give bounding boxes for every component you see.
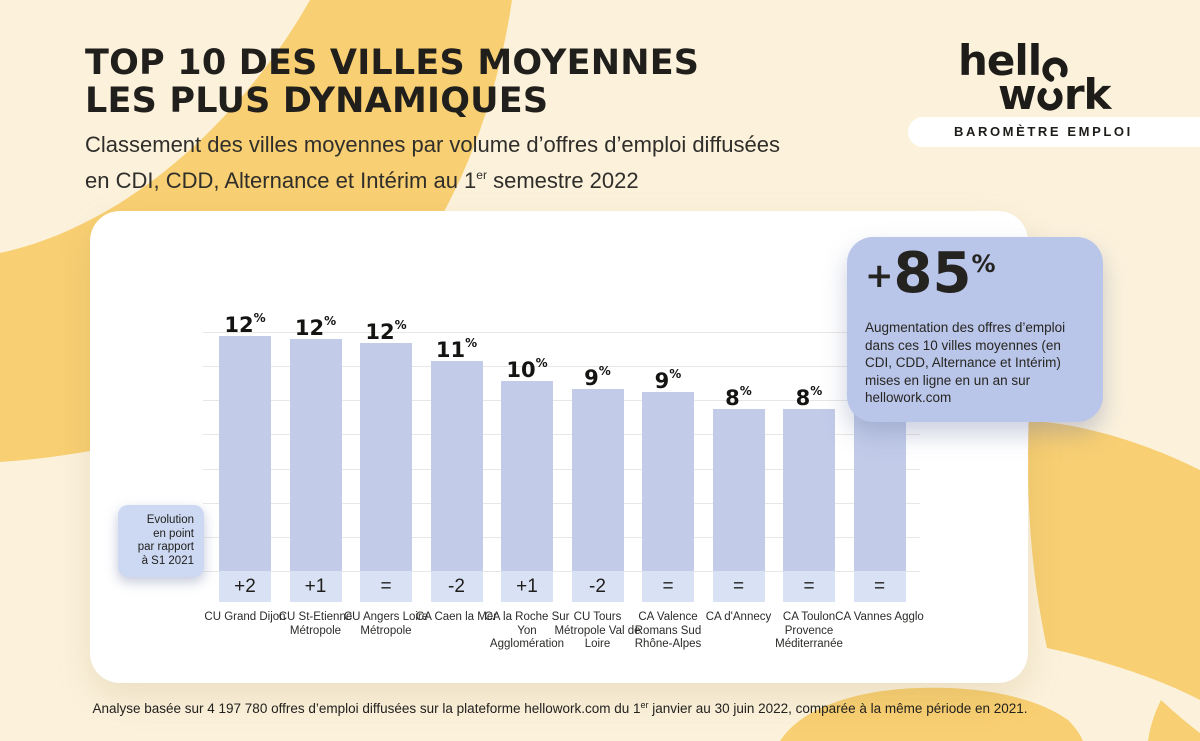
bar-evolution-badge: +1 <box>289 571 342 602</box>
callout-text: Augmentation des offres d’emploi dans ce… <box>865 320 1066 405</box>
title-line-2: LES PLUS DYNAMIQUES <box>85 81 549 121</box>
bar-city-label: CA d'Annecy <box>705 611 772 623</box>
bar <box>783 409 835 571</box>
bar <box>289 339 342 571</box>
bar-evolution-badge: = <box>853 571 906 602</box>
bar-city-label: CU Grand Dijon <box>204 611 286 623</box>
logo-line-2: w rk <box>998 70 1111 119</box>
bar <box>571 389 624 571</box>
bar-evolution-badge: +2 <box>219 571 271 602</box>
bar-evolution-badge: -2 <box>571 571 624 602</box>
gridline <box>203 571 920 572</box>
bar-city-label: CU Tours Métropole Val de Loire <box>554 611 641 650</box>
bar-evolution-badge: = <box>642 571 694 602</box>
bar-city-label: CA Vannes Agglo <box>835 611 924 623</box>
bar-value-label: 12% <box>365 318 407 344</box>
page-title: TOP 10 DES VILLES MOYENNES LES PLUS DYNA… <box>85 44 865 120</box>
page-subtitle: Classement des villes moyennes par volum… <box>85 129 865 196</box>
barometre-emploi-badge: BAROMÈTRE EMPLOI <box>908 117 1200 147</box>
bar <box>642 392 694 571</box>
bar-value-label: 9% <box>654 367 682 393</box>
yellow-band-bottom <box>780 687 1083 741</box>
chart-card: 12% +2 CU Grand Dijon 12% +1 CU St-Etienne Mé… <box>90 211 1103 683</box>
subtitle-line-2: en CDI, CDD, Alternance et Intérim au 1e… <box>85 168 639 193</box>
bar-evolution-badge: = <box>783 571 835 602</box>
bar-city-label: CU Angers Loire Métropole <box>343 611 429 637</box>
bar <box>219 336 271 571</box>
bar-evolution-badge: +1 <box>501 571 553 602</box>
hellowork-logo: hell w rk <box>958 40 1111 119</box>
bar-city-label: CA Valence Romans Sud Rhône-Alpes <box>634 611 702 650</box>
callout-plus-85: +85% Augmentation des offres d’emploi da… <box>847 237 1103 422</box>
gridline <box>203 332 920 333</box>
yellow-blob-right <box>1028 421 1200 700</box>
logo-open-o-icon <box>1037 85 1063 111</box>
gridline <box>203 537 920 538</box>
bar-evolution-badge: = <box>712 571 765 602</box>
bar-value-label: 11% <box>435 336 478 362</box>
evolution-legend: Evolution en point par rapport à S1 2021 <box>118 505 204 577</box>
gridline <box>203 469 920 470</box>
bar <box>430 361 483 571</box>
yellow-corner-bottom-right <box>1148 700 1200 741</box>
bar-value-label: 8% <box>795 384 823 410</box>
logo-open-o-icon <box>1042 57 1068 83</box>
gridline <box>203 366 920 367</box>
bar <box>853 410 906 571</box>
bar-value-label: 10% <box>506 356 548 382</box>
bar-city-label: CU St-Etienne Métropole <box>278 611 353 637</box>
bar-value-label: 8% <box>725 384 752 410</box>
bar-value-label: 12% <box>224 311 266 337</box>
bar-evolution-badge: = <box>360 571 412 602</box>
bar-value-label: 12% <box>294 314 337 340</box>
bar-value-label: 9% <box>584 364 611 390</box>
header: TOP 10 DES VILLES MOYENNES LES PLUS DYNA… <box>85 44 865 196</box>
callout-value: +85% <box>865 241 996 306</box>
title-line-1: TOP 10 DES VILLES MOYENNES <box>85 43 700 83</box>
gridline <box>203 400 920 401</box>
bar <box>501 381 553 571</box>
footnote: Analyse basée sur 4 197 780 offres d’emp… <box>92 700 1028 716</box>
bar <box>360 343 412 571</box>
gridline <box>203 503 920 504</box>
bar-evolution-badge: -2 <box>430 571 483 602</box>
logo-line-1: hell <box>958 40 1110 84</box>
bar-city-label: CA Caen la Mer <box>415 611 498 623</box>
bar-city-label: CA la Roche Sur Yon Agglomération <box>484 611 570 650</box>
gridline <box>203 434 920 435</box>
bar-city-label: CA Toulon Provence Méditerranée <box>775 611 843 650</box>
bar <box>712 409 765 571</box>
subtitle-line-1: Classement des villes moyennes par volum… <box>85 132 780 157</box>
